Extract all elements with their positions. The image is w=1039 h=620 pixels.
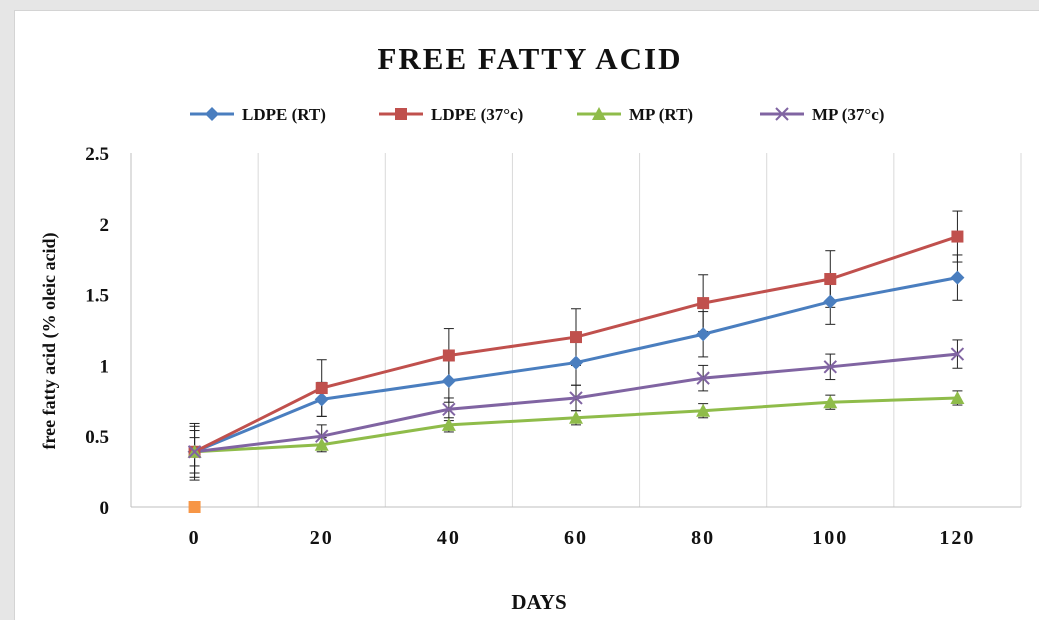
data-point bbox=[441, 417, 456, 431]
x-tick-label: 120 bbox=[939, 527, 975, 549]
chart-title: FREE FATTY ACID bbox=[377, 41, 682, 76]
error-bars bbox=[189, 210, 963, 481]
x-tick-label: 20 bbox=[310, 527, 334, 549]
legend-label: LDPE (37°c) bbox=[431, 105, 523, 124]
legend-entry: MP (37°c) bbox=[760, 105, 884, 124]
legend-marker bbox=[205, 107, 219, 121]
x-axis-label: DAYS bbox=[511, 590, 566, 614]
legend-marker bbox=[775, 107, 789, 121]
data-point bbox=[188, 501, 201, 513]
y-tick-label: 2 bbox=[100, 215, 110, 236]
marker-stroke bbox=[187, 445, 202, 459]
data-point bbox=[187, 445, 202, 459]
chart: FREE FATTY ACID LDPE (RT) LDPE (37°c) MP (… bbox=[39, 41, 1022, 614]
y-tick-label: 0.5 bbox=[85, 427, 109, 448]
x-tick-labels: 0 20 40 60 80 100 120 bbox=[189, 527, 975, 549]
data-point bbox=[314, 392, 329, 407]
data-point bbox=[696, 403, 711, 417]
legend-entry: LDPE (RT) bbox=[190, 105, 326, 124]
y-tick-label: 1 bbox=[100, 356, 110, 377]
axes bbox=[130, 153, 1021, 508]
marker-stroke bbox=[442, 402, 456, 417]
y-tick-labels: 0 0.5 1 1.5 2 2.5 bbox=[85, 144, 109, 519]
data-point bbox=[823, 294, 838, 309]
data-point bbox=[823, 360, 837, 374]
marker-stroke bbox=[315, 429, 329, 443]
data-point bbox=[314, 437, 329, 451]
data-point bbox=[950, 390, 965, 404]
marker-stroke bbox=[823, 360, 837, 374]
data-point bbox=[950, 347, 965, 361]
x-tick-label: 40 bbox=[437, 527, 461, 549]
y-tick-label: 2.5 bbox=[85, 144, 109, 165]
data-point bbox=[442, 349, 455, 362]
legend-label: MP (37°c) bbox=[812, 105, 884, 124]
legend-entry: MP (RT) bbox=[577, 105, 693, 124]
data-point bbox=[696, 371, 710, 385]
data-point bbox=[570, 331, 582, 344]
grid bbox=[257, 153, 1022, 507]
y-axis-label: free fatty acid (% oleic acid) bbox=[39, 232, 60, 449]
legend-marker bbox=[592, 107, 606, 120]
legend: LDPE (RT) LDPE (37°c) MP (RT) MP (37°c) bbox=[190, 105, 884, 124]
data-point bbox=[315, 382, 328, 395]
data-point bbox=[823, 395, 838, 409]
data-point bbox=[569, 410, 583, 424]
data-point bbox=[315, 429, 329, 443]
data-point bbox=[951, 230, 964, 243]
data-point bbox=[824, 273, 837, 286]
y-tick-label: 1.5 bbox=[85, 286, 109, 307]
x-tick-label: 100 bbox=[812, 527, 848, 549]
data-point bbox=[441, 373, 456, 388]
data-point bbox=[442, 402, 456, 417]
data-point bbox=[569, 391, 583, 405]
x-tick-label: 0 bbox=[189, 527, 201, 549]
marker-stroke bbox=[569, 391, 583, 405]
data-point bbox=[697, 297, 710, 310]
y-tick-label: 0 bbox=[100, 498, 110, 519]
marker-stroke bbox=[775, 107, 789, 121]
marker-stroke bbox=[696, 371, 710, 385]
data-point bbox=[950, 270, 965, 285]
series-markers bbox=[187, 230, 965, 513]
legend-marker bbox=[395, 108, 407, 120]
x-tick-label: 60 bbox=[564, 527, 588, 549]
data-point bbox=[569, 355, 583, 370]
marker-stroke bbox=[950, 347, 965, 361]
legend-label: MP (RT) bbox=[629, 105, 693, 124]
legend-label: LDPE (RT) bbox=[242, 105, 326, 124]
x-tick-label: 80 bbox=[691, 527, 715, 549]
data-point bbox=[696, 327, 711, 342]
chart-frame: FREE FATTY ACID LDPE (RT) LDPE (37°c) MP (… bbox=[14, 10, 1039, 620]
legend-entry: LDPE (37°c) bbox=[379, 105, 523, 124]
